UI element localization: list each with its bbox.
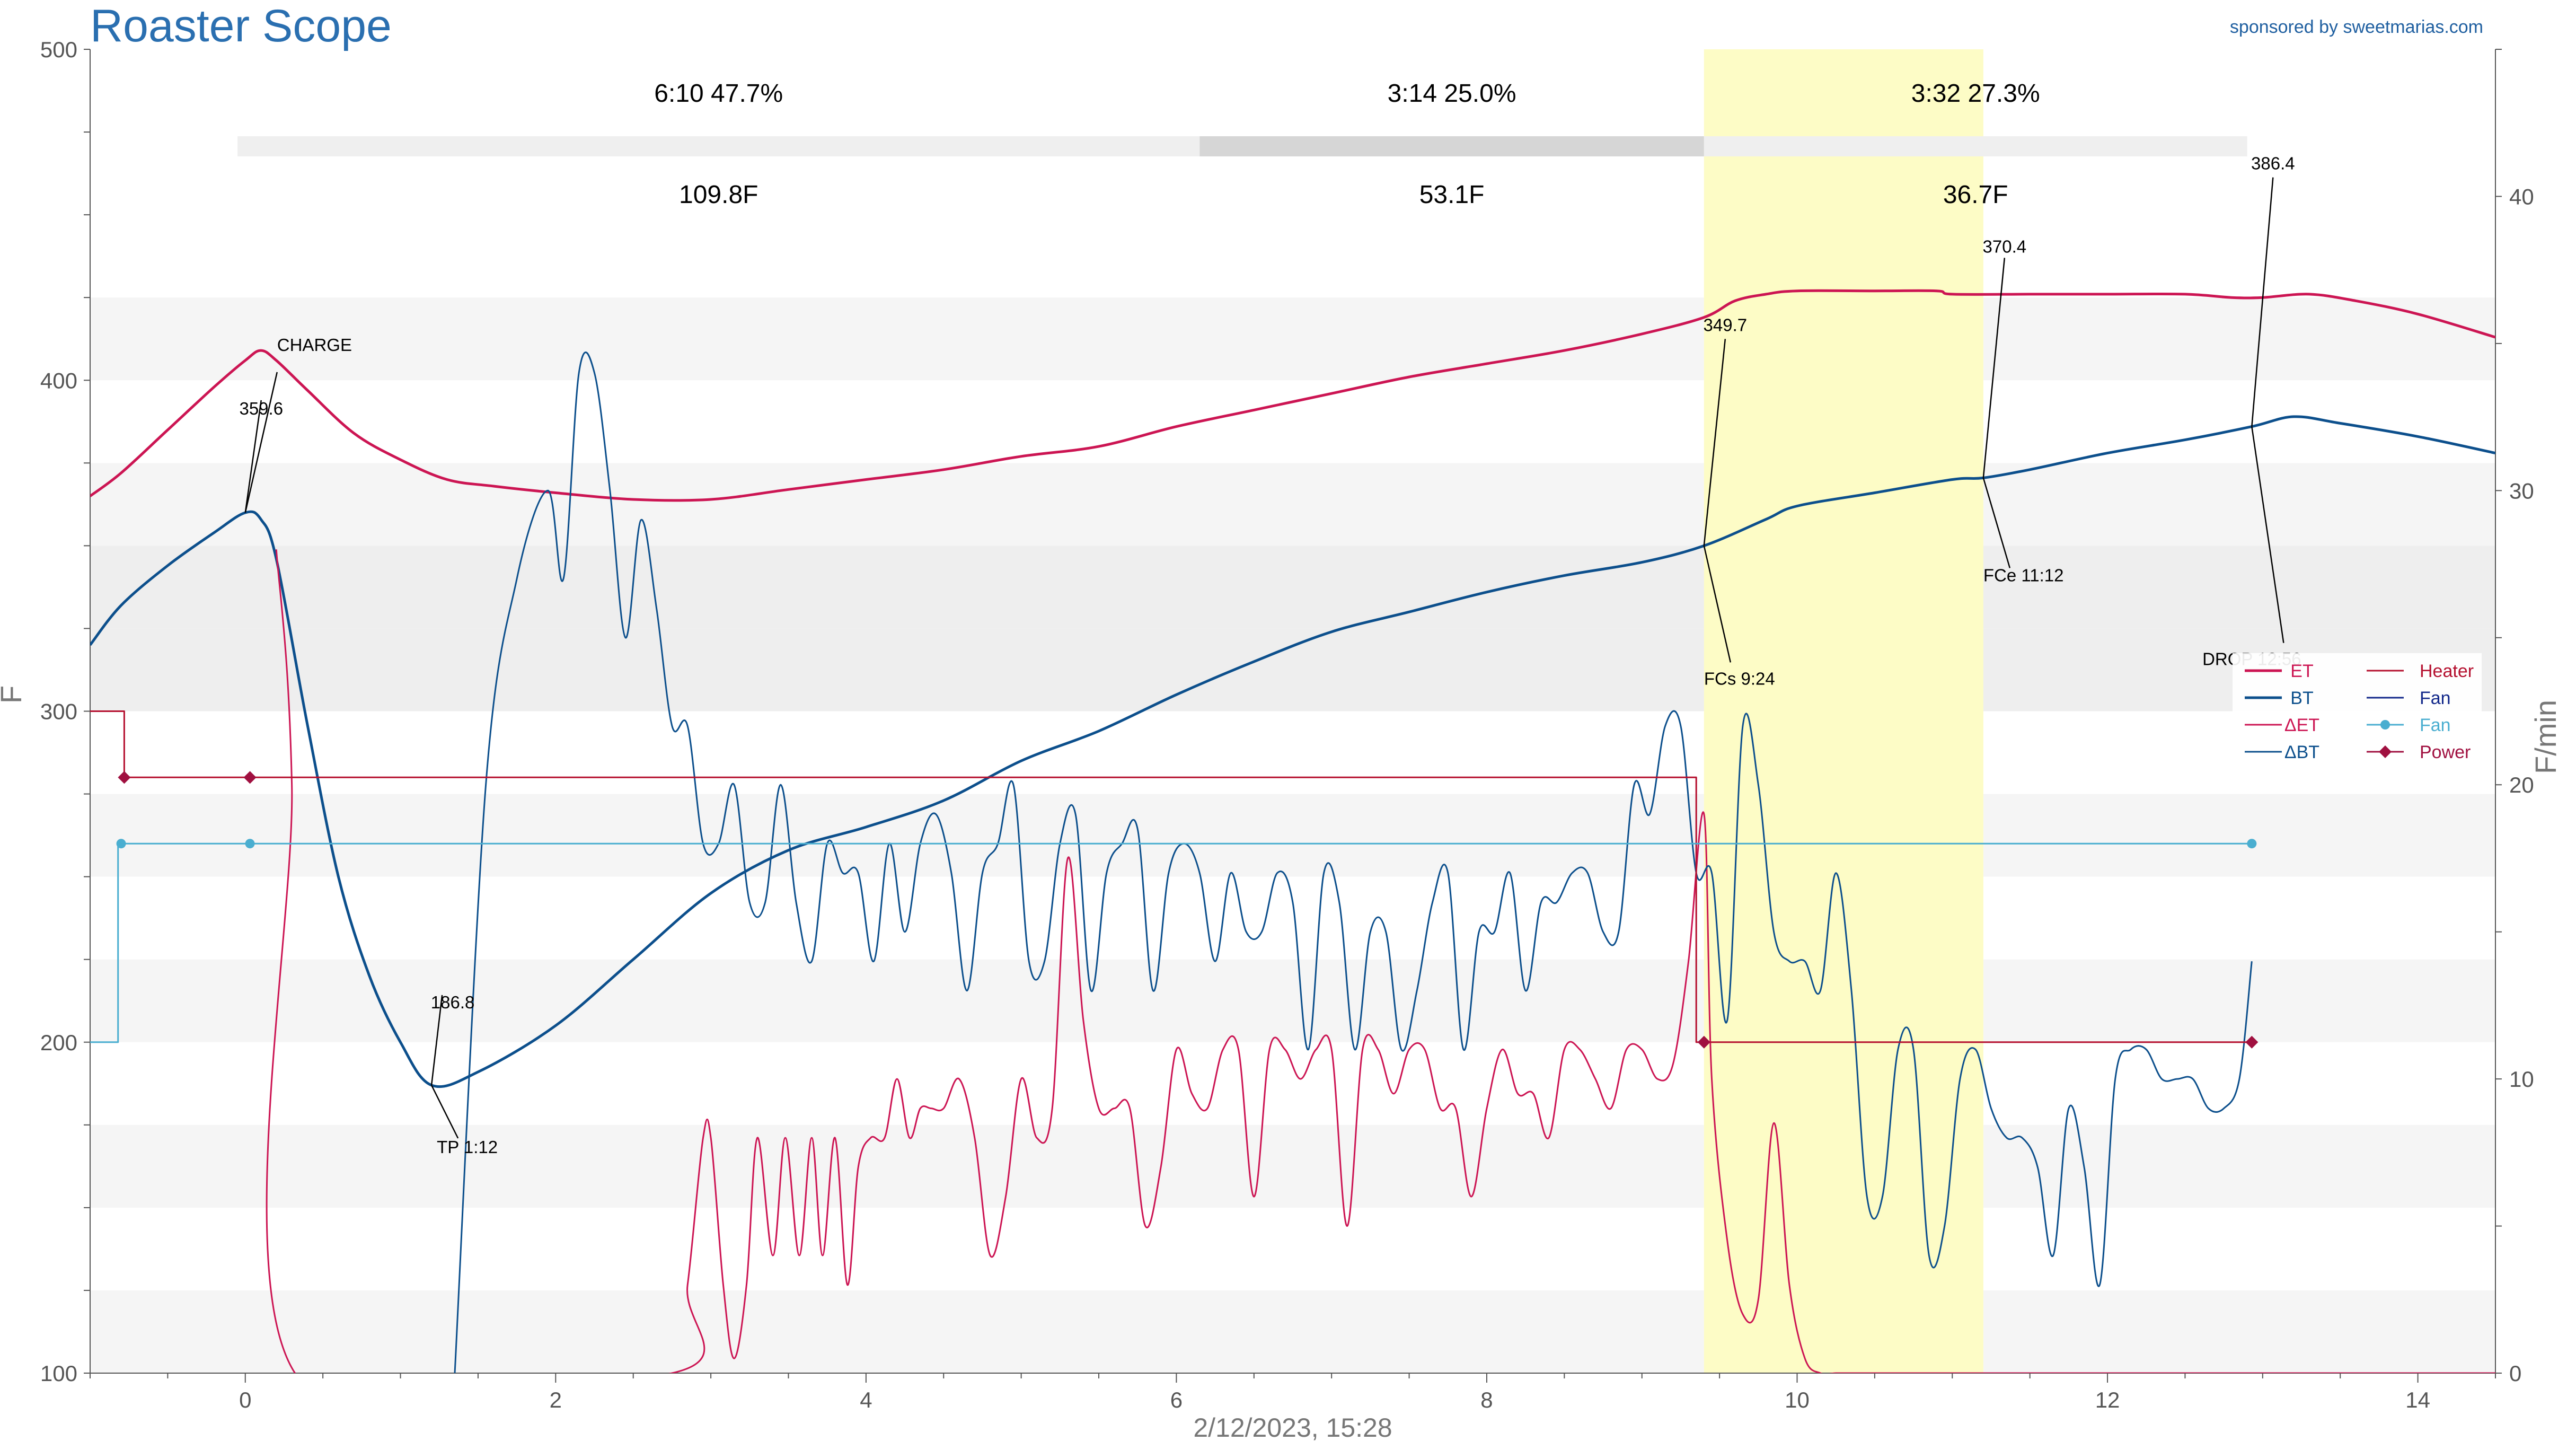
bg-band (90, 628, 2495, 711)
legend-label: ΔET (2284, 715, 2319, 735)
event-leader-line (1703, 339, 1726, 546)
x-tick-label: 12 (2095, 1387, 2120, 1412)
bg-band (90, 711, 2495, 794)
series-line-fan (90, 842, 2252, 1043)
event-leader-line (2251, 177, 2274, 427)
x-tick-label: 0 (239, 1387, 251, 1412)
fan-marker (116, 839, 126, 849)
bg-band (90, 380, 2495, 463)
bg-band (90, 463, 2495, 546)
y-right-tick-label: 20 (2509, 772, 2534, 797)
bg-band (90, 959, 2495, 1042)
x-axis-label: 2/12/2023, 15:28 (1193, 1413, 1392, 1443)
phase-rise-label: 36.7F (1943, 181, 2008, 209)
legend-marker (2380, 720, 2390, 730)
fan-marker (2247, 839, 2257, 849)
event-leader-line (244, 372, 278, 513)
y-left-tick-label: 200 (40, 1030, 77, 1055)
bg-band (90, 297, 2495, 381)
y-left-tick-label: 500 (40, 37, 77, 62)
legend: ET Heater BT Fan ΔET Fan ΔBT Power (2233, 653, 2482, 767)
bg-band (90, 1207, 2495, 1290)
phase-bar-development (1704, 136, 2247, 156)
x-tick-label: 14 (2405, 1387, 2430, 1412)
y-left-tick-label: 400 (40, 368, 77, 393)
series-line-heater (90, 710, 2252, 1043)
event-label: FCe 11:12 (1983, 565, 2064, 585)
series-group (90, 289, 2495, 1373)
chart-title: Roaster Scope (90, 1, 392, 51)
event-leader-line (430, 995, 443, 1086)
bg-band (90, 215, 2495, 298)
phase-label: 6:10 47.7% (654, 80, 783, 108)
event-value-label: 349.7 (1704, 315, 1748, 335)
event-value-label: 386.4 (2251, 154, 2295, 173)
y-right-tick-label: 10 (2509, 1067, 2534, 1092)
phase-rise-label: 109.8F (679, 181, 758, 209)
legend-label: Fan (2420, 715, 2451, 735)
event-leader-line (1982, 478, 2011, 568)
event-leader-line (1982, 258, 2006, 478)
legend-label: ΔBT (2284, 742, 2319, 762)
bg-band (90, 794, 2495, 877)
event-label: CHARGE (277, 335, 352, 355)
phase-label: 3:32 27.3% (1911, 80, 2040, 108)
sponsor-link[interactable]: sponsored by sweetmarias.com (2229, 17, 2483, 37)
fan-marker (245, 839, 255, 849)
power-marker (1697, 1035, 1710, 1049)
phase-label: 3:14 25.0% (1388, 80, 1516, 108)
phase-bar-drying (237, 136, 1200, 156)
legend-marker (2379, 745, 2392, 758)
power-marker (243, 771, 257, 784)
legend-box (2233, 653, 2482, 767)
bg-band (90, 1290, 2495, 1373)
legend-label: Power (2420, 742, 2471, 762)
bg-band (90, 876, 2495, 960)
x-tick-label: 2 (550, 1387, 562, 1412)
phase-rise-label: 53.1F (1419, 181, 1485, 209)
x-tick-label: 4 (860, 1387, 872, 1412)
legend-label: ET (2290, 661, 2313, 681)
event-label: FCs 9:24 (1704, 669, 1775, 688)
legend-label: BT (2290, 688, 2313, 708)
y-right-tick-label: 40 (2509, 184, 2534, 209)
bg-band (90, 1042, 2495, 1125)
y-left-axis-label: F (0, 686, 28, 704)
y-left-tick-label: 300 (40, 699, 77, 724)
bg-band (90, 1124, 2495, 1208)
bg-band (90, 546, 2495, 629)
event-label: TP 1:12 (437, 1137, 498, 1157)
background-bands (90, 215, 2495, 1373)
phase-bar-maillard (1199, 136, 1704, 156)
event-value-label: 186.8 (431, 992, 475, 1012)
y-left-tick-label: 100 (40, 1361, 77, 1386)
x-tick-label: 6 (1170, 1387, 1183, 1412)
x-tick-label: 8 (1480, 1387, 1493, 1412)
y-right-tick-label: 30 (2509, 478, 2534, 503)
event-leader-line (244, 400, 262, 513)
event-leader-line (430, 1085, 459, 1139)
y-right-axis-label: F/min (2529, 700, 2562, 774)
power-marker (2245, 1035, 2259, 1049)
event-leader-line (1703, 546, 1732, 663)
series-line-et (90, 289, 2495, 502)
legend-label: Fan (2420, 688, 2451, 708)
first-crack-band (1704, 49, 1983, 1373)
legend-label: Heater (2420, 661, 2474, 681)
y-right-tick-label: 0 (2509, 1361, 2521, 1386)
event-leader-line (2251, 426, 2284, 643)
series-line-delta-et (266, 549, 2495, 1373)
series-line-delta-bt (454, 351, 2253, 1373)
x-tick-label: 10 (1785, 1387, 1810, 1412)
event-value-label: 370.4 (1983, 236, 2027, 256)
power-marker (118, 771, 131, 784)
series-line-bt (90, 415, 2495, 1088)
